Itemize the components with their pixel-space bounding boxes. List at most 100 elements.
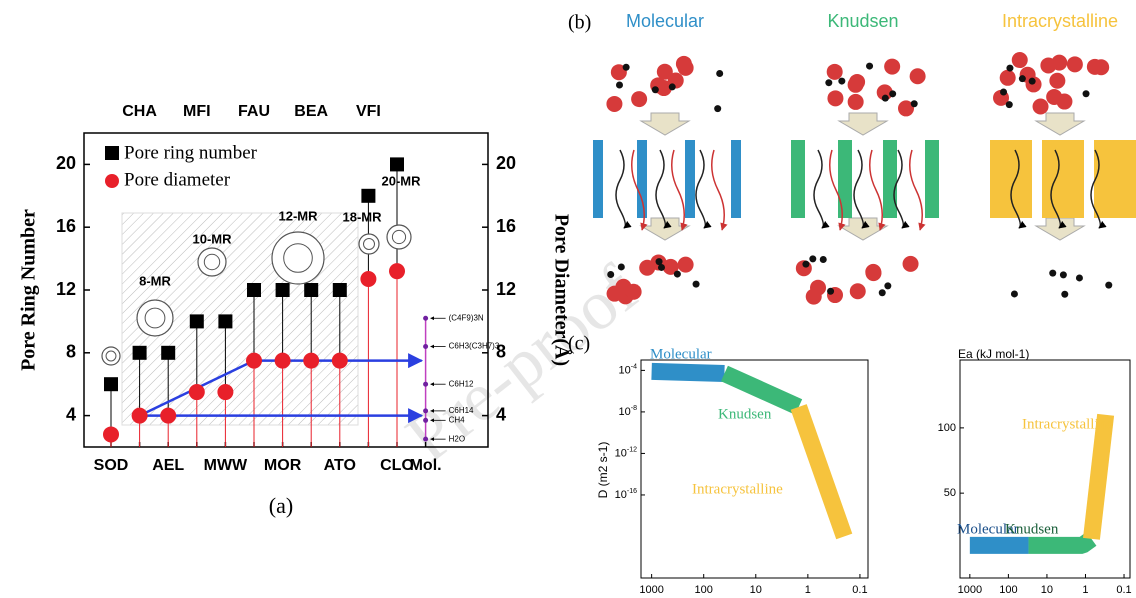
watermark: Pre-proof (393, 251, 652, 477)
x-tick-label: MWW (204, 457, 248, 474)
molecule-black (1061, 291, 1068, 298)
diffusion-regime (724, 374, 798, 407)
mechanism-title: Molecular (626, 11, 704, 31)
ring-annotation: 8-MR (139, 273, 171, 288)
diameter-marker (217, 384, 233, 400)
x-tick-label: ATO (324, 457, 356, 474)
y-tick-label: 16 (56, 216, 76, 236)
molecule-black (884, 282, 891, 289)
pore-wall (838, 140, 852, 218)
mechanism-title: Knudsen (827, 11, 898, 31)
molecule-label: (C4F9)3N (449, 313, 484, 322)
molecule-black (879, 289, 886, 296)
diameter-marker (246, 353, 262, 369)
regime-label: Knudsen (1005, 521, 1059, 537)
molecule-red (631, 91, 647, 107)
pore-icon (387, 225, 411, 249)
molecule-black (838, 78, 845, 85)
molecule-black (716, 70, 723, 77)
x-tick-label: Mol. (410, 457, 442, 474)
y-tick-label: 10-4 (619, 364, 638, 377)
molecule-black (882, 95, 889, 102)
molecule-black (911, 100, 918, 107)
diffusion-path (854, 150, 863, 228)
y-tick-label: 10-12 (615, 447, 637, 460)
pore-wall (731, 140, 741, 218)
molecule-red (849, 74, 865, 90)
pore-wall (593, 140, 603, 218)
molecule-black (652, 86, 659, 93)
molecule-black (825, 79, 832, 86)
molecule-black (827, 288, 834, 295)
molecule-red (657, 64, 673, 80)
diffusion-regime (1029, 539, 1092, 546)
molecule-black (1019, 75, 1026, 82)
molecule-red (1012, 52, 1028, 68)
y2-tick-label: 4 (496, 404, 506, 424)
pore-wall (1042, 140, 1084, 218)
molecule-red (884, 59, 900, 75)
diffusion-path (616, 150, 625, 228)
y-tick-label: 8 (66, 342, 76, 362)
ring-number-marker (361, 189, 375, 203)
molecule-black (693, 281, 700, 288)
molecule-marker (423, 408, 428, 413)
molecule-black (616, 81, 623, 88)
molecule-black (1029, 78, 1036, 85)
ring-number-marker (133, 346, 147, 360)
molecule-black (607, 271, 614, 278)
y-tick-label: 10-16 (615, 488, 637, 501)
x-tick-label: 100 (999, 584, 1017, 596)
ring-number-marker (247, 283, 261, 297)
molecule-red (1040, 57, 1056, 73)
molecule-label: C6H14 (449, 406, 474, 415)
molecule-black (656, 258, 663, 265)
diffusion-path (910, 150, 923, 230)
pore-icon (272, 232, 324, 284)
molecule-marker (423, 418, 428, 423)
regime-label: Molecular (650, 346, 712, 362)
molecule-black (802, 261, 809, 268)
ring-annotation: 10-MR (192, 231, 232, 246)
y-tick-label: 12 (56, 279, 76, 299)
molecule-label: C6H12 (449, 379, 474, 388)
molecule-black (1060, 271, 1067, 278)
panel-label: (c) (568, 333, 590, 355)
molecule-red (607, 286, 623, 302)
diameter-marker (275, 353, 291, 369)
molecule-black (866, 63, 873, 70)
y-tick-label: 4 (66, 404, 76, 424)
x-tick-label: 1 (1082, 584, 1088, 596)
legend-label: Pore ring number (124, 142, 258, 163)
pore-icon (137, 300, 173, 336)
x-tick-label: MOR (264, 457, 302, 474)
figure: Pre-proof (a) Pore Ring Number Pore Diam… (0, 0, 1136, 598)
molecule-red (639, 260, 655, 276)
diffusion-path (814, 150, 823, 228)
x-tick-label: 1 (805, 584, 811, 596)
molecule-black (674, 271, 681, 278)
diffusion-regime (1091, 415, 1105, 539)
y-axis-title: Ea (kJ mol-1) (958, 347, 1029, 361)
diameter-marker (160, 408, 176, 424)
flow-arrow (1036, 113, 1084, 135)
diameter-marker (303, 353, 319, 369)
pore-icon (102, 347, 120, 365)
diffusion-path (656, 150, 665, 228)
regime-label: Intracrystalline (1022, 416, 1113, 432)
molecule-red (910, 68, 926, 84)
molecule-marker (423, 316, 428, 321)
x-tick-label: CHA (122, 103, 157, 120)
regime-label: Intracrystalline (692, 481, 783, 497)
molecule-red (848, 94, 864, 110)
molecule-red (678, 257, 694, 273)
x-tick-label: 1000 (639, 584, 663, 596)
y-tick-label: 50 (944, 487, 956, 499)
x-tick-label: MFI (183, 103, 211, 120)
y-axis-title: Pore Ring Number (18, 209, 40, 371)
x-tick-label: 100 (695, 584, 713, 596)
molecule-black (1000, 89, 1007, 96)
diameter-marker (103, 426, 119, 442)
diameter-marker (189, 384, 205, 400)
pore-wall (637, 140, 647, 218)
